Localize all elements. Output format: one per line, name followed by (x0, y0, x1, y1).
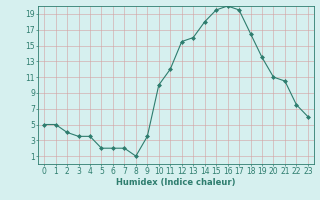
X-axis label: Humidex (Indice chaleur): Humidex (Indice chaleur) (116, 178, 236, 187)
